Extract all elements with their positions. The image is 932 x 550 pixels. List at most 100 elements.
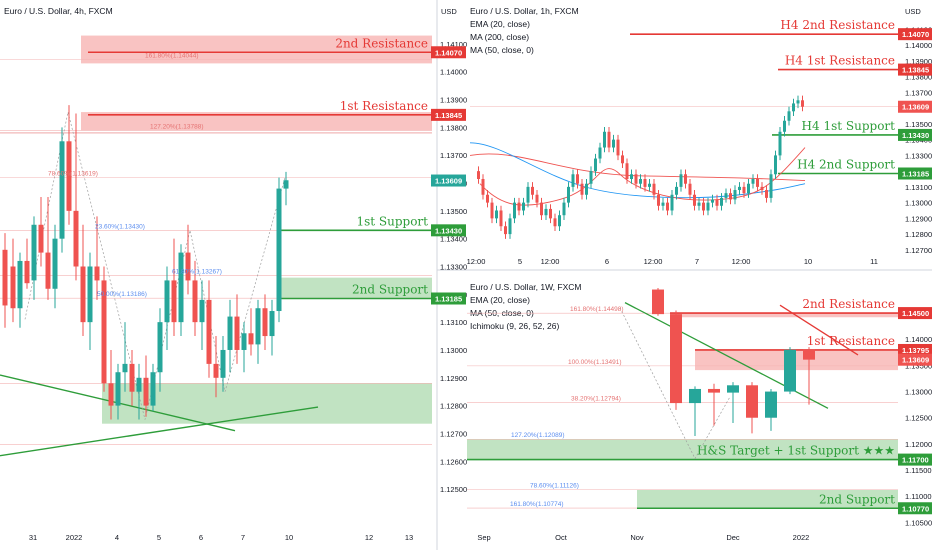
price-tag-label: 1.13845 <box>902 66 929 75</box>
candle <box>31 224 37 281</box>
trendline <box>0 406 319 457</box>
candle <box>143 377 149 406</box>
price-tag <box>898 63 932 76</box>
price-tag-label: 1.13609 <box>902 356 929 365</box>
candle <box>213 363 219 378</box>
candle <box>517 202 521 211</box>
price-tag <box>431 174 466 187</box>
indicator-label: MA (200, close) <box>470 32 529 42</box>
candle <box>544 208 548 216</box>
candle <box>24 260 30 284</box>
price-tick: 1.13000 <box>905 199 932 208</box>
price-tag-label: 1.13609 <box>435 177 462 186</box>
candle <box>206 299 212 364</box>
price-tag-label: 1.14070 <box>435 48 462 57</box>
candle <box>94 266 100 281</box>
price-tick: 1.11500 <box>905 466 932 475</box>
level-label: H4 1st Resistance <box>785 54 895 68</box>
indicator-label: Ichimoku (9, 26, 52, 26) <box>470 321 559 331</box>
time-tick: Sep <box>477 533 490 542</box>
candle <box>760 186 764 191</box>
level-label: 2nd Resistance <box>802 297 895 311</box>
candle <box>531 186 534 195</box>
candle <box>727 385 739 393</box>
price-tick: 1.12700 <box>905 246 932 255</box>
candle <box>585 183 588 195</box>
candle <box>675 186 678 195</box>
candle <box>283 180 289 189</box>
candle <box>639 179 642 184</box>
ema-20-line <box>479 147 806 206</box>
candle <box>796 100 800 104</box>
time-tick: 12:00 <box>732 257 751 266</box>
candle <box>607 131 611 148</box>
candle <box>2 249 8 306</box>
fib-zigzag <box>619 307 731 460</box>
candle <box>589 171 593 184</box>
support-zone <box>278 277 432 299</box>
price-tick: 1.12800 <box>905 230 932 239</box>
time-tick: 2022 <box>66 533 83 542</box>
candle <box>580 183 584 195</box>
level-label: 2nd Resistance <box>335 36 428 50</box>
candle <box>774 155 777 175</box>
time-tick: 6 <box>199 533 203 542</box>
candle <box>262 308 268 337</box>
price-tick: 1.13800 <box>440 123 467 132</box>
price-tag-label: 1.11700 <box>902 456 929 465</box>
candle <box>157 322 163 373</box>
candle <box>535 194 539 203</box>
fib-label: 78.60%(1.11126) <box>530 483 579 490</box>
chart-4h[interactable]: Euro / U.S. Dollar, 4h, FXCM USD 2nd Res… <box>0 6 467 542</box>
time-tick: Oct <box>555 533 568 542</box>
price-tag <box>898 343 932 356</box>
candle <box>522 202 525 211</box>
candle <box>101 280 107 384</box>
price-tick: 1.13500 <box>440 207 467 216</box>
candle <box>490 202 494 219</box>
candle <box>711 199 714 203</box>
candle <box>269 311 275 337</box>
time-tick: 7 <box>695 257 699 266</box>
level-label: 2nd Support <box>819 492 895 506</box>
resistance-zone <box>81 112 432 131</box>
candle <box>733 190 737 200</box>
price-tick: 1.14000 <box>440 68 467 77</box>
fib-label: 100.00%(1.13491) <box>568 359 622 366</box>
price-tag <box>431 46 466 59</box>
candle <box>248 333 254 345</box>
candle <box>185 252 191 281</box>
support-zone <box>637 489 898 509</box>
candle <box>708 388 720 393</box>
level-label: 1st Resistance <box>807 334 895 348</box>
fib-label: 127.20%(1.13788) <box>150 124 204 131</box>
candle <box>616 139 620 156</box>
chart-1w[interactable]: Euro / U.S. Dollar, 1W, FXCM EMA (20, cl… <box>467 282 932 542</box>
candle <box>220 349 226 378</box>
price-tick: 1.13000 <box>440 346 467 355</box>
price-tag-label: 1.13430 <box>902 131 929 140</box>
price-tag <box>898 502 932 515</box>
support-zone <box>102 383 432 424</box>
candle <box>227 316 233 350</box>
price-tick: 1.10500 <box>905 518 932 527</box>
candle <box>129 363 135 392</box>
price-tick: 1.13100 <box>440 318 467 327</box>
chart-1h[interactable]: Euro / U.S. Dollar, 1h, FXCM EMA (20, cl… <box>467 6 932 266</box>
candle <box>508 218 512 235</box>
candle <box>784 349 796 392</box>
candle <box>87 266 93 323</box>
time-tick: 7 <box>241 533 245 542</box>
candle <box>729 193 732 200</box>
chart-title-1h: Euro / U.S. Dollar, 1h, FXCM <box>470 6 579 16</box>
candle <box>477 171 480 180</box>
candle <box>751 179 755 184</box>
candle <box>697 202 701 206</box>
candle <box>603 131 606 148</box>
price-tag <box>898 28 932 41</box>
candle <box>666 202 669 211</box>
candle <box>746 385 758 418</box>
indicator-label: MA (50, close, 0) <box>470 45 534 55</box>
candle <box>178 252 184 323</box>
